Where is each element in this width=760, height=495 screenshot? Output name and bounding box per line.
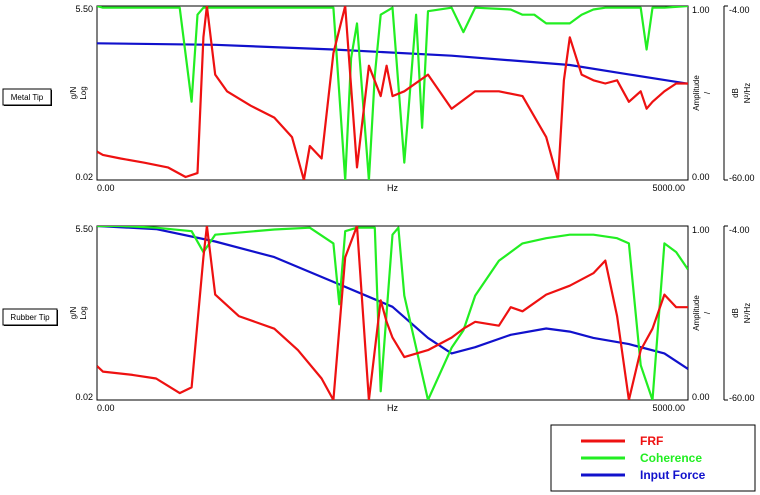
series-line-coherence <box>97 226 688 400</box>
x-axis-label: Hz <box>387 183 398 193</box>
force-tick-bottom: -60.00 <box>729 173 755 183</box>
coherence-tick-top: 1.00 <box>692 225 710 235</box>
force-axis-label-unit: dB <box>731 308 740 318</box>
coherence-tick-top: 1.00 <box>692 5 710 15</box>
series-line-frf <box>97 226 688 400</box>
force-axis-label-unit: dB <box>731 88 740 98</box>
series-line-input-force <box>97 42 688 85</box>
x-axis-label: Hz <box>387 403 398 413</box>
x-tick-start: 0.00 <box>97 183 115 193</box>
x-tick-end: 5000.00 <box>652 403 685 413</box>
row-label: Rubber Tip <box>10 313 50 322</box>
x-tick-end: 5000.00 <box>652 183 685 193</box>
coherence-axis-label-unit: Amplitude <box>692 75 701 111</box>
y-left-tick-top: 5.50 <box>75 224 93 234</box>
coherence-axis-label-scale: / <box>703 91 712 94</box>
legend-label: FRF <box>640 434 663 448</box>
legend-label: Coherence <box>640 451 702 465</box>
legend-label: Input Force <box>640 468 706 482</box>
coherence-axis-label-scale: / <box>703 311 712 314</box>
plot-frame <box>96 5 689 181</box>
force-tick-bottom: -60.00 <box>729 393 755 403</box>
series-line-frf <box>97 6 688 180</box>
y-left-tick-bottom: 0.02 <box>75 392 93 402</box>
force-tick-top: -4.00 <box>729 5 750 15</box>
row-label-box <box>2 308 58 326</box>
chart-panel-2: 5.50 0.02 g/N Log 0.00 5000.00 Hz 1.00 0.00 Ampli… <box>2 224 755 413</box>
chart-panel-1: 5.50 0.02 g/N Log 0.00 5000.00 Hz 1.00 0.00 Ampli… <box>2 4 755 193</box>
force-axis-label-scale: N²/Hz <box>743 303 752 323</box>
y-left-tick-bottom: 0.02 <box>75 172 93 182</box>
y-left-axis-label-scale: Log <box>79 306 88 319</box>
plot-frame <box>96 225 689 401</box>
y-left-axis-label-unit: g/N <box>69 87 78 100</box>
coherence-tick-bottom: 0.00 <box>692 392 710 402</box>
x-tick-start: 0.00 <box>97 403 115 413</box>
row-label-box <box>2 88 52 106</box>
y-left-axis-label-scale: Log <box>79 86 88 99</box>
legend: FRF Coherence Input Force <box>550 424 756 492</box>
series-line-input-force <box>97 226 688 370</box>
row-label: Metal Tip <box>11 93 44 102</box>
y-left-tick-top: 5.50 <box>75 4 93 14</box>
force-tick-top: -4.00 <box>729 225 750 235</box>
coherence-tick-bottom: 0.00 <box>692 172 710 182</box>
series-group <box>97 226 688 400</box>
y-left-axis-label-unit: g/N <box>69 307 78 320</box>
series-group <box>97 6 688 180</box>
coherence-axis-label-unit: Amplitude <box>692 295 701 331</box>
force-axis-label-scale: N²/Hz <box>743 83 752 103</box>
